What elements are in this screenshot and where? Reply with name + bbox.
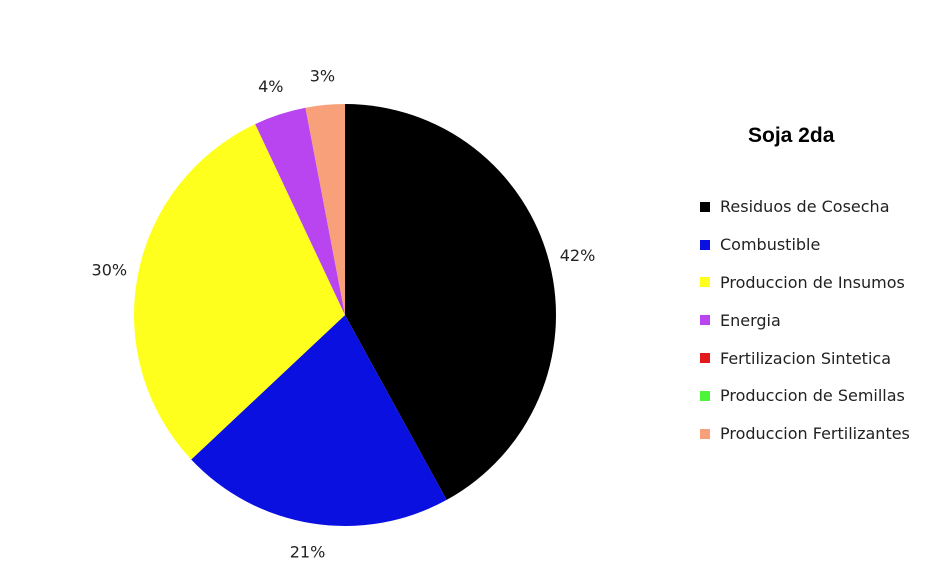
- legend-label: Combustible: [720, 235, 821, 255]
- legend-item-residuos-de-cosecha: Residuos de Cosecha: [700, 188, 910, 226]
- legend-item-energia: Energia: [700, 301, 910, 339]
- legend-swatch: [700, 428, 710, 439]
- pie-label-produccion-de-insumos: 30%: [92, 261, 128, 280]
- legend-swatch: [700, 390, 710, 401]
- pie-percent-labels: 42% 21% 30% 4% 3%: [92, 67, 596, 562]
- legend-swatch: [700, 201, 710, 212]
- pie-slices: [134, 104, 556, 526]
- legend-item-fertilizacion-sintetica: Fertilizacion Sintetica: [700, 339, 910, 377]
- legend-item-produccion-de-insumos: Produccion de Insumos: [700, 264, 910, 302]
- legend-swatch: [700, 315, 710, 326]
- legend-label: Produccion Fertilizantes: [720, 424, 910, 444]
- legend-item-produccion-fertilizantes: Produccion Fertilizantes: [700, 415, 910, 453]
- pie-slice-combustible: [191, 315, 447, 526]
- legend-swatch: [700, 353, 710, 364]
- legend-label: Fertilizacion Sintetica: [720, 348, 891, 368]
- legend-label: Residuos de Cosecha: [720, 197, 890, 217]
- pie-slice-energia: [255, 107, 345, 316]
- pie-slice-produccion-de-insumos: [134, 124, 345, 460]
- pie-slice-produccion-fertilizantes: [305, 104, 345, 315]
- legend-item-combustible: Combustible: [700, 226, 910, 264]
- legend-label: Energia: [720, 310, 781, 330]
- pie-label-combustible: 21%: [290, 543, 326, 562]
- legend-label: Produccion de Insumos: [720, 272, 905, 292]
- pie-label-residuos-de-cosecha: 42%: [560, 246, 596, 265]
- legend-item-produccion-de-semillas: Produccion de Semillas: [700, 377, 910, 415]
- legend-swatch: [700, 277, 710, 288]
- pie-label-energia: 4%: [258, 77, 283, 96]
- pie-label-produccion-fertilizantes: 3%: [310, 67, 335, 86]
- legend-swatch: [700, 239, 710, 250]
- pie-slice-residuos-de-cosecha: [345, 104, 556, 500]
- chart-legend: Residuos de Cosecha Combustible Produccion…: [700, 188, 910, 453]
- chart-title: Soja 2da: [748, 124, 835, 147]
- legend-label: Produccion de Semillas: [720, 386, 905, 406]
